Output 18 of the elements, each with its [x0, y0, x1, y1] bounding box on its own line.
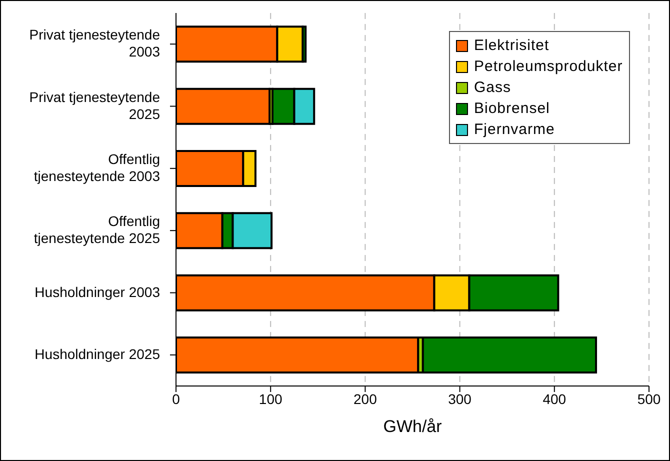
x-tick-label: 300 [448, 390, 472, 407]
legend-label: Elektrisitet [474, 36, 550, 56]
x-axis-title: GWh/år [383, 417, 442, 436]
x-tick-label: 200 [354, 390, 378, 407]
y-tick-label: Privat tjenesteytende 2025 [29, 88, 160, 122]
y-tick-label: Privat tjenesteytende 2003 [29, 26, 160, 60]
legend-label: Biobrensel [474, 99, 550, 119]
x-tick-label: 0 [172, 390, 180, 407]
y-tick-label: Husholdninger 2003 [34, 283, 160, 300]
y-tick-label: Husholdninger 2025 [34, 346, 160, 362]
x-tick-label: 400 [542, 390, 566, 407]
legend-label: Petroleumsprodukter [474, 57, 623, 77]
legend-label: Gass [474, 78, 512, 98]
x-tick-label: 100 [258, 390, 282, 407]
legend-label: Fjernvarme [474, 120, 555, 140]
y-tick-label: Offentlig tjenesteytende 2025 [34, 212, 160, 246]
x-tick-label: 500 [637, 390, 661, 407]
y-tick-label: Offentlig tjenesteytende 2003 [34, 150, 160, 184]
